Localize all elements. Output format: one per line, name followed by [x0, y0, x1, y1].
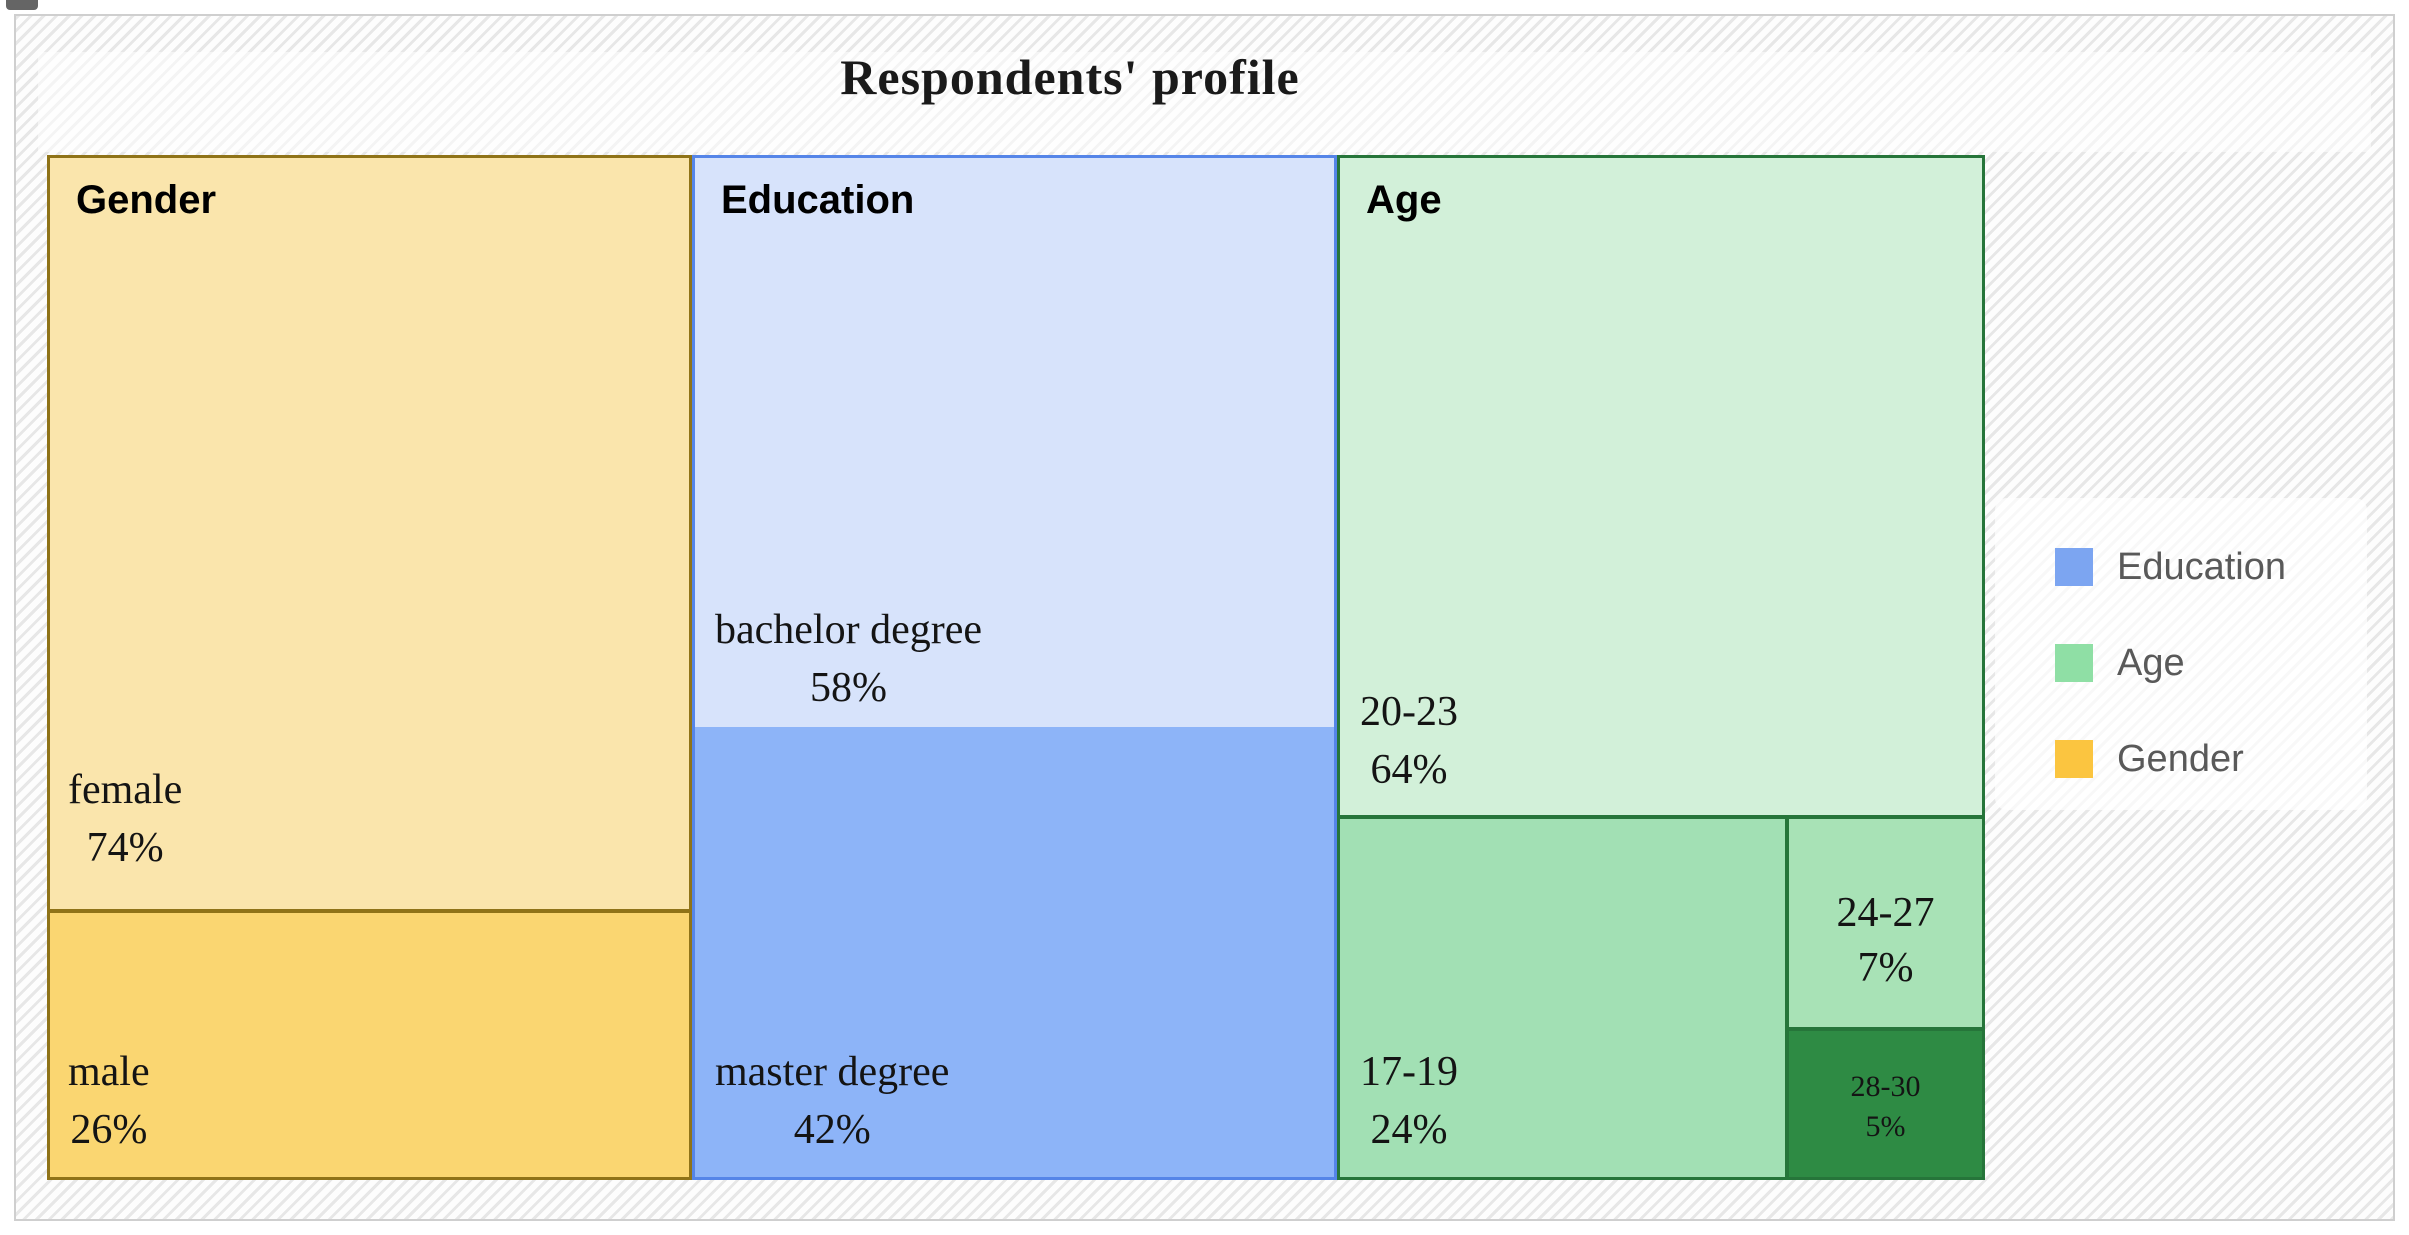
cell-name-bachelor: bachelor degree	[715, 607, 982, 653]
legend-item-age: Age	[2055, 644, 2286, 682]
cell-value-20-23: 64%	[1370, 747, 1448, 793]
legend-label-education: Education	[2117, 546, 2287, 588]
legend-item-gender: Gender	[2055, 740, 2286, 778]
treemap-cell-17-19: 17-19 24%	[1340, 815, 1785, 1177]
cell-value-24-27: 7%	[1857, 945, 1914, 991]
cell-name-female: female	[68, 767, 183, 813]
cell-label-master: master degree 42%	[715, 1043, 949, 1159]
legend-swatch-gender-icon	[2055, 740, 2093, 778]
treemap-cell-24-27: 24-27 7%	[1785, 815, 1982, 1027]
chart-title: Respondents' profile	[840, 49, 1300, 105]
cell-name-24-27: 24-27	[1836, 890, 1935, 936]
treemap-cell-master: master degree 42%	[695, 727, 1334, 1177]
cell-label-17-19: 17-19 24%	[1360, 1043, 1458, 1159]
treemap-cell-male: male 26%	[50, 909, 689, 1177]
legend-swatch-age-icon	[2055, 644, 2093, 682]
legend-item-education: Education	[2055, 548, 2286, 586]
group-header-education: Education	[721, 178, 915, 222]
group-header-gender: Gender	[76, 178, 217, 222]
title-band	[38, 52, 2371, 152]
cell-value-male: 26%	[70, 1107, 148, 1153]
cell-name-28-30: 28-30	[1850, 1070, 1921, 1103]
cell-label-28-30: 28-30 5%	[1851, 1067, 1921, 1147]
cell-value-bachelor: 58%	[810, 665, 887, 711]
cell-label-20-23: 20-23 64%	[1360, 683, 1458, 799]
cell-name-20-23: 20-23	[1360, 689, 1458, 735]
treemap-group-age: Age 20-23 64% 17-19 24% 24-27 7% 28-30 5…	[1337, 155, 1985, 1180]
cell-label-24-27: 24-27 7%	[1837, 886, 1935, 996]
corner-artifact	[6, 0, 38, 10]
cell-name-male: male	[68, 1049, 150, 1095]
cell-label-bachelor: bachelor degree 58%	[715, 601, 982, 717]
legend: Education Age Gender	[2055, 548, 2286, 778]
treemap-cell-28-30: 28-30 5%	[1785, 1027, 1982, 1177]
cell-name-master: master degree	[715, 1049, 950, 1095]
treemap-group-gender: Gender female 74% male 26%	[47, 155, 692, 1180]
cell-label-male: male 26%	[68, 1043, 150, 1159]
cell-value-17-19: 24%	[1370, 1107, 1448, 1153]
cell-value-female: 74%	[86, 825, 164, 871]
cell-label-female: female 74%	[68, 761, 182, 877]
legend-swatch-education-icon	[2055, 548, 2093, 586]
cell-value-28-30: 5%	[1865, 1110, 1906, 1143]
legend-label-age: Age	[2117, 642, 2185, 684]
treemap-group-education: Education bachelor degree 58% master deg…	[692, 155, 1337, 1180]
group-header-age: Age	[1366, 178, 1442, 222]
cell-name-17-19: 17-19	[1360, 1049, 1458, 1095]
legend-label-gender: Gender	[2117, 738, 2244, 780]
cell-value-master: 42%	[793, 1107, 871, 1153]
